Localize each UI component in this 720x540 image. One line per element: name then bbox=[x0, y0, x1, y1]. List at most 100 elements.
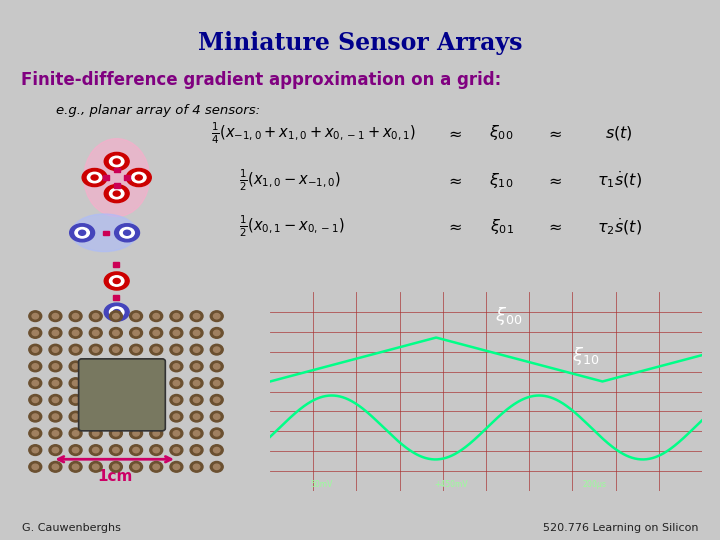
Circle shape bbox=[130, 395, 143, 405]
Text: 1cm: 1cm bbox=[97, 469, 132, 484]
Circle shape bbox=[113, 464, 119, 469]
Circle shape bbox=[194, 381, 199, 386]
Circle shape bbox=[93, 330, 99, 335]
Bar bbox=[125, 176, 130, 180]
Circle shape bbox=[69, 311, 82, 321]
Circle shape bbox=[53, 330, 58, 335]
Circle shape bbox=[113, 347, 119, 352]
Circle shape bbox=[194, 464, 199, 469]
Circle shape bbox=[109, 462, 122, 472]
Circle shape bbox=[130, 361, 143, 372]
Text: G. Cauwenberghs: G. Cauwenberghs bbox=[22, 523, 120, 533]
Text: $\approx$: $\approx$ bbox=[445, 219, 462, 234]
Circle shape bbox=[133, 397, 139, 402]
Circle shape bbox=[49, 462, 62, 472]
Circle shape bbox=[153, 330, 159, 335]
Circle shape bbox=[150, 311, 163, 321]
Circle shape bbox=[130, 311, 143, 321]
Circle shape bbox=[194, 330, 199, 335]
Text: $\frac{1}{4}(x_{-1,0}+x_{1,0}+x_{0,-1}+x_{0,1})$: $\frac{1}{4}(x_{-1,0}+x_{1,0}+x_{0,-1}+x… bbox=[212, 120, 416, 145]
Circle shape bbox=[29, 411, 42, 422]
Circle shape bbox=[190, 462, 203, 472]
Circle shape bbox=[32, 364, 38, 369]
Circle shape bbox=[153, 314, 159, 319]
Circle shape bbox=[104, 303, 129, 321]
Circle shape bbox=[49, 445, 62, 455]
Bar bbox=[103, 176, 109, 180]
Ellipse shape bbox=[84, 139, 150, 217]
Circle shape bbox=[130, 378, 143, 388]
Circle shape bbox=[29, 395, 42, 405]
Text: 200$\mu$s: 200$\mu$s bbox=[582, 478, 606, 491]
Circle shape bbox=[150, 328, 163, 338]
Bar bbox=[114, 183, 120, 187]
Circle shape bbox=[69, 462, 82, 472]
Circle shape bbox=[29, 328, 42, 338]
Circle shape bbox=[174, 381, 179, 386]
Text: $\xi_{00}$: $\xi_{00}$ bbox=[490, 123, 514, 143]
Circle shape bbox=[214, 431, 220, 436]
Circle shape bbox=[89, 395, 102, 405]
Bar bbox=[113, 262, 120, 267]
FancyBboxPatch shape bbox=[78, 359, 166, 431]
Text: +450mV: +450mV bbox=[435, 480, 468, 489]
Circle shape bbox=[93, 414, 99, 419]
Circle shape bbox=[170, 445, 183, 455]
Circle shape bbox=[124, 230, 130, 235]
Circle shape bbox=[135, 175, 143, 180]
Circle shape bbox=[89, 311, 102, 321]
Circle shape bbox=[214, 330, 220, 335]
Circle shape bbox=[113, 431, 119, 436]
Circle shape bbox=[49, 411, 62, 422]
Circle shape bbox=[109, 361, 122, 372]
Circle shape bbox=[49, 345, 62, 355]
Circle shape bbox=[214, 397, 220, 402]
Circle shape bbox=[32, 448, 38, 453]
Circle shape bbox=[133, 364, 139, 369]
Circle shape bbox=[89, 428, 102, 438]
Circle shape bbox=[109, 328, 122, 338]
Circle shape bbox=[32, 464, 38, 469]
Circle shape bbox=[29, 311, 42, 321]
Circle shape bbox=[170, 361, 183, 372]
Circle shape bbox=[190, 361, 203, 372]
Circle shape bbox=[194, 431, 199, 436]
Circle shape bbox=[214, 364, 220, 369]
Circle shape bbox=[109, 311, 122, 321]
Text: 520.776 Learning on Silicon: 520.776 Learning on Silicon bbox=[543, 523, 698, 533]
Text: Finite-difference gradient approximation on a grid:: Finite-difference gradient approximation… bbox=[22, 71, 502, 89]
Circle shape bbox=[132, 172, 146, 183]
Circle shape bbox=[133, 314, 139, 319]
Circle shape bbox=[120, 227, 135, 238]
Circle shape bbox=[174, 414, 179, 419]
Circle shape bbox=[210, 345, 223, 355]
Circle shape bbox=[70, 224, 94, 242]
Circle shape bbox=[73, 448, 78, 453]
Circle shape bbox=[69, 361, 82, 372]
Bar bbox=[113, 295, 120, 300]
Circle shape bbox=[73, 314, 78, 319]
Circle shape bbox=[113, 330, 119, 335]
Circle shape bbox=[153, 414, 159, 419]
Circle shape bbox=[190, 328, 203, 338]
Circle shape bbox=[150, 378, 163, 388]
Circle shape bbox=[113, 309, 120, 315]
Circle shape bbox=[53, 414, 58, 419]
Circle shape bbox=[49, 361, 62, 372]
Circle shape bbox=[109, 445, 122, 455]
Circle shape bbox=[89, 328, 102, 338]
Circle shape bbox=[150, 361, 163, 372]
Circle shape bbox=[109, 156, 124, 167]
Circle shape bbox=[190, 411, 203, 422]
Circle shape bbox=[190, 378, 203, 388]
Circle shape bbox=[78, 230, 86, 235]
Circle shape bbox=[29, 462, 42, 472]
Circle shape bbox=[93, 381, 99, 386]
Circle shape bbox=[214, 448, 220, 453]
Circle shape bbox=[133, 381, 139, 386]
Circle shape bbox=[32, 431, 38, 436]
Circle shape bbox=[32, 314, 38, 319]
Circle shape bbox=[109, 188, 124, 199]
Circle shape bbox=[170, 311, 183, 321]
Text: $\tau_2\dot{s}(t)$: $\tau_2\dot{s}(t)$ bbox=[597, 217, 642, 237]
